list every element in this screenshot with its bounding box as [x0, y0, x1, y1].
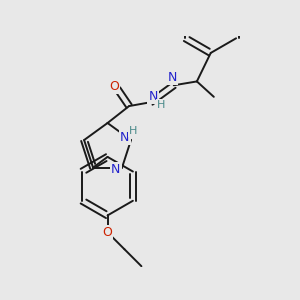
Text: O: O [103, 226, 112, 239]
Text: H: H [157, 100, 166, 110]
Text: O: O [109, 80, 118, 93]
Text: N: N [167, 71, 177, 84]
Text: N: N [111, 164, 121, 176]
Text: H: H [129, 126, 137, 136]
Text: N: N [120, 131, 130, 144]
Text: N: N [148, 90, 158, 103]
